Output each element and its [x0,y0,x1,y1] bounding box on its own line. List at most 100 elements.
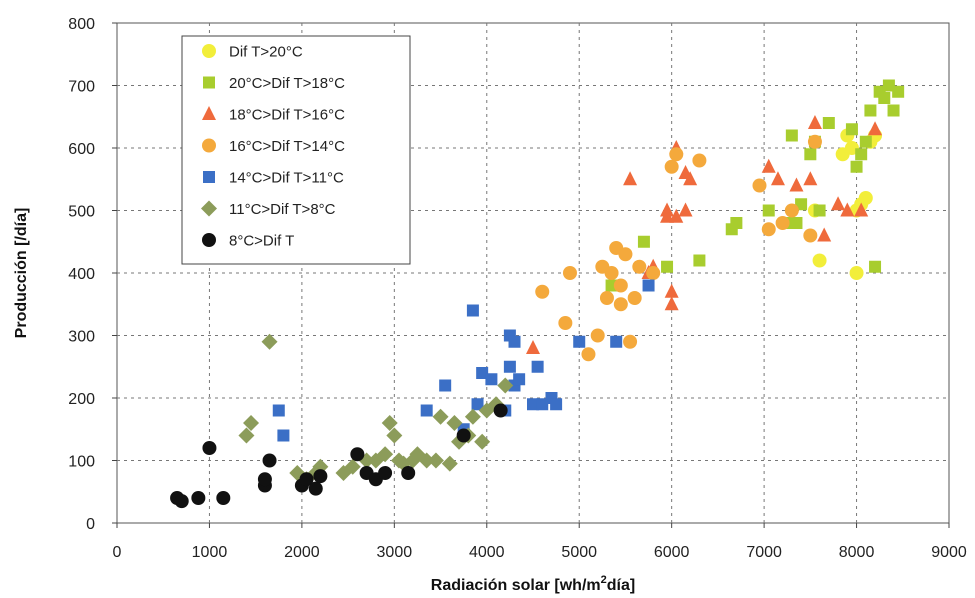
data-point [864,104,877,117]
data-point [262,453,277,468]
data-point [669,208,684,223]
grid [117,23,949,523]
data-point [627,291,642,305]
x-tick-label: 9000 [931,544,967,561]
data-point [770,171,785,186]
data-point [350,447,365,462]
data-point [432,408,449,425]
legend-label: 18°C>Dif T>16°C [229,107,345,124]
data-point [401,466,416,480]
legend-marker [202,106,216,120]
data-point [536,398,549,411]
data-point [887,104,900,117]
data-point [623,171,638,186]
data-points [170,79,905,509]
x-tick-label: 3000 [377,544,413,561]
data-point [261,333,278,350]
data-point [456,428,471,443]
data-point [272,404,285,417]
data-point [313,469,328,484]
data-point [344,458,361,475]
data-point [761,222,776,237]
data-point [573,335,586,348]
data-point [831,196,846,211]
y-tick-label: 300 [68,329,95,346]
data-point [730,217,743,229]
y-tick-label: 0 [86,516,95,533]
data-point [804,148,817,161]
legend-marker [202,44,216,58]
data-point [299,472,314,487]
data-point [858,191,873,205]
data-point [618,247,633,262]
legend-marker [203,76,215,89]
series-group [170,403,508,509]
x-tick-label: 8000 [839,544,875,561]
data-point [664,283,679,298]
data-point [803,228,818,243]
data-point [446,415,463,431]
data-point [669,147,684,162]
x-tick-label: 0 [113,544,122,561]
data-point [623,334,638,349]
data-point [854,202,869,217]
series-group [272,279,655,442]
data-point [202,441,217,455]
data-point [308,481,323,496]
series-group [535,134,822,362]
data-point [277,429,290,442]
data-point [174,494,189,509]
data-point [661,260,674,273]
x-axis-title: Radiación solar [wh/m2día] [431,574,635,594]
data-point [882,79,895,92]
data-point [790,217,803,229]
data-point [216,491,231,505]
data-point [642,279,655,292]
data-point [513,373,526,386]
y-axis-ticks: 0 100 200 300 400 500 600 700 800 [68,16,117,533]
data-point [660,208,675,223]
data-point [562,266,577,280]
legend-label: 20°C>Dif T>18°C [229,75,345,92]
data-point [558,316,573,330]
data-point [378,466,393,480]
data-point [471,398,484,411]
data-point [683,171,698,186]
data-point [531,360,544,373]
data-point [850,160,863,173]
data-point [795,198,808,211]
y-tick-label: 200 [68,391,95,408]
x-tick-label: 2000 [284,544,320,561]
data-point [508,335,521,348]
data-point [590,328,605,343]
y-tick-label: 800 [68,16,95,33]
legend-marker [201,200,217,217]
data-point [678,202,693,217]
data-point [497,377,514,394]
data-point [878,92,891,104]
data-point [761,158,776,173]
data-point [859,135,872,148]
data-point [527,398,539,411]
y-tick-label: 500 [68,204,95,221]
data-point [257,472,272,487]
data-point [550,398,563,411]
data-point [503,360,516,373]
data-point [840,202,855,217]
data-point [822,117,835,129]
data-point [535,284,550,299]
data-point [868,121,883,136]
data-point [845,123,858,136]
data-point [869,260,882,273]
x-tick-label: 5000 [561,544,597,561]
data-point [610,335,623,348]
y-tick-label: 400 [68,266,95,283]
data-point [762,204,775,217]
data-point [613,297,628,312]
x-tick-label: 7000 [746,544,782,561]
data-point [784,203,799,218]
data-point [664,296,679,311]
legend-marker [202,138,216,153]
data-point [785,129,798,142]
data-point [418,452,435,469]
